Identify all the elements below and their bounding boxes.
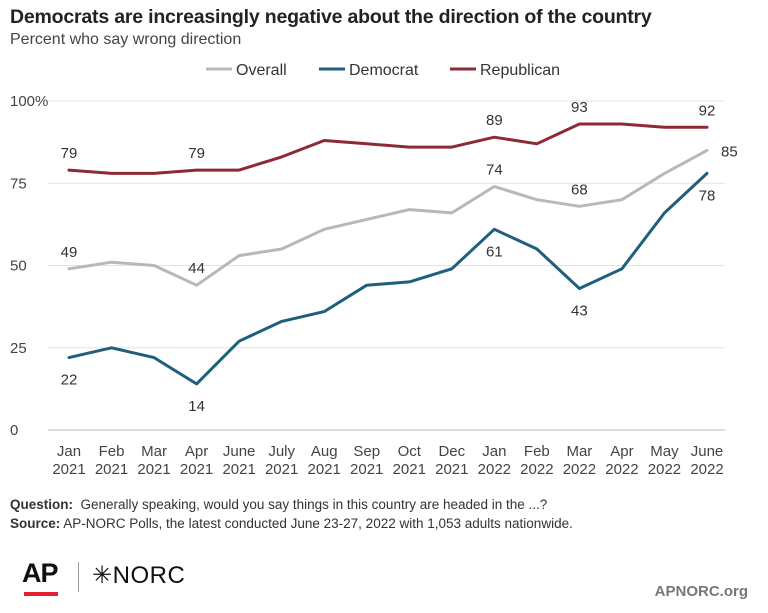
data-label: 68: [571, 181, 588, 198]
x-tick-year: 2021: [180, 461, 213, 478]
data-label: 44: [188, 260, 205, 277]
series-line-democrat: [67, 171, 709, 386]
x-tick-year: 2021: [393, 461, 426, 478]
data-label: 89: [486, 112, 503, 129]
data-labels: 49 44 74 68 85 22 14 61 43 78 79 79 89 93 92: [61, 99, 738, 415]
legend-label: Overall: [236, 62, 287, 79]
x-tick-label: Mar: [141, 443, 167, 460]
data-label: 22: [61, 372, 78, 389]
x-tick-label: Mar: [566, 443, 592, 460]
chart-subtitle: Percent who say wrong direction: [10, 31, 242, 48]
x-tick-label: Dec: [438, 443, 465, 460]
x-tick-year: 2021: [265, 461, 298, 478]
data-label: 14: [188, 398, 205, 415]
x-tick-year: 2021: [137, 461, 170, 478]
chart-legend: Overall Democrat Republican: [206, 62, 560, 79]
x-tick-year: 2021: [222, 461, 255, 478]
norc-logo: ✳NORC: [92, 561, 185, 590]
x-tick-label: Oct: [398, 443, 422, 460]
source-label: Source:: [10, 516, 61, 531]
legend-label: Democrat: [349, 62, 419, 79]
x-tick-label: Feb: [99, 443, 125, 460]
x-tick-year: 2021: [95, 461, 128, 478]
data-label: 74: [486, 162, 503, 179]
y-tick-label: 100%: [10, 93, 48, 110]
x-tick-year: 2022: [563, 461, 596, 478]
x-tick-label: Jan: [57, 443, 81, 460]
series-line-republican: [67, 122, 709, 175]
data-label: 49: [61, 244, 78, 261]
x-axis: Jan2021Feb2021Mar2021Apr2021June2021July…: [52, 443, 723, 478]
x-tick-year: 2021: [308, 461, 341, 478]
norc-logo-text: NORC: [112, 562, 186, 589]
x-tick-label: June: [223, 443, 256, 460]
x-tick-year: 2022: [690, 461, 723, 478]
x-tick-label: Apr: [610, 443, 633, 460]
y-tick-label: 25: [10, 340, 27, 357]
chart-grid: [48, 100, 725, 431]
x-tick-year: 2021: [350, 461, 383, 478]
source-text: AP-NORC Polls, the latest conducted June…: [63, 516, 573, 531]
x-tick-label: July: [268, 443, 295, 460]
x-tick-label: Feb: [524, 443, 550, 460]
data-label: 78: [699, 187, 716, 204]
line-chart: Overall Democrat Republican 0 25 50 75 100% Ja…: [10, 62, 738, 478]
logo-divider: [78, 562, 79, 592]
question-label: Question:: [10, 497, 73, 512]
x-tick-label: May: [650, 443, 679, 460]
x-tick-label: Jan: [482, 443, 506, 460]
data-label: 61: [486, 243, 503, 260]
data-label: 79: [61, 145, 78, 162]
x-tick-label: Aug: [311, 443, 338, 460]
x-tick-label: Apr: [185, 443, 208, 460]
y-axis: 0 25 50 75 100%: [10, 93, 48, 439]
series-line-overall: [67, 148, 709, 287]
x-tick-year: 2021: [52, 461, 85, 478]
footer-source: Source: AP-NORC Polls, the latest conduc…: [10, 516, 573, 531]
x-tick-label: June: [691, 443, 724, 460]
footer-question: Question: Generally speaking, would you …: [10, 497, 547, 512]
x-tick-label: Sep: [353, 443, 380, 460]
x-tick-year: 2021: [435, 461, 468, 478]
legend-label: Republican: [480, 62, 560, 79]
x-tick-year: 2022: [478, 461, 511, 478]
data-label: 79: [188, 145, 205, 162]
x-tick-year: 2022: [648, 461, 681, 478]
y-tick-label: 75: [10, 175, 27, 192]
data-label: 92: [699, 102, 716, 119]
chart-title: Democrats are increasingly negative abou…: [10, 6, 652, 28]
x-tick-year: 2022: [520, 461, 553, 478]
site-link[interactable]: APNORC.org: [654, 583, 748, 600]
data-label: 93: [571, 99, 588, 116]
norc-star-icon: ✳: [92, 562, 113, 589]
data-label: 43: [571, 303, 588, 320]
x-tick-year: 2022: [605, 461, 638, 478]
ap-logo: AP: [22, 558, 59, 588]
question-text: Generally speaking, would you say things…: [80, 497, 548, 512]
y-tick-label: 0: [10, 422, 18, 439]
data-label: 85: [721, 143, 738, 160]
y-tick-label: 50: [10, 258, 27, 275]
ap-logo-underline: [24, 592, 58, 596]
chart-series: [67, 122, 709, 386]
